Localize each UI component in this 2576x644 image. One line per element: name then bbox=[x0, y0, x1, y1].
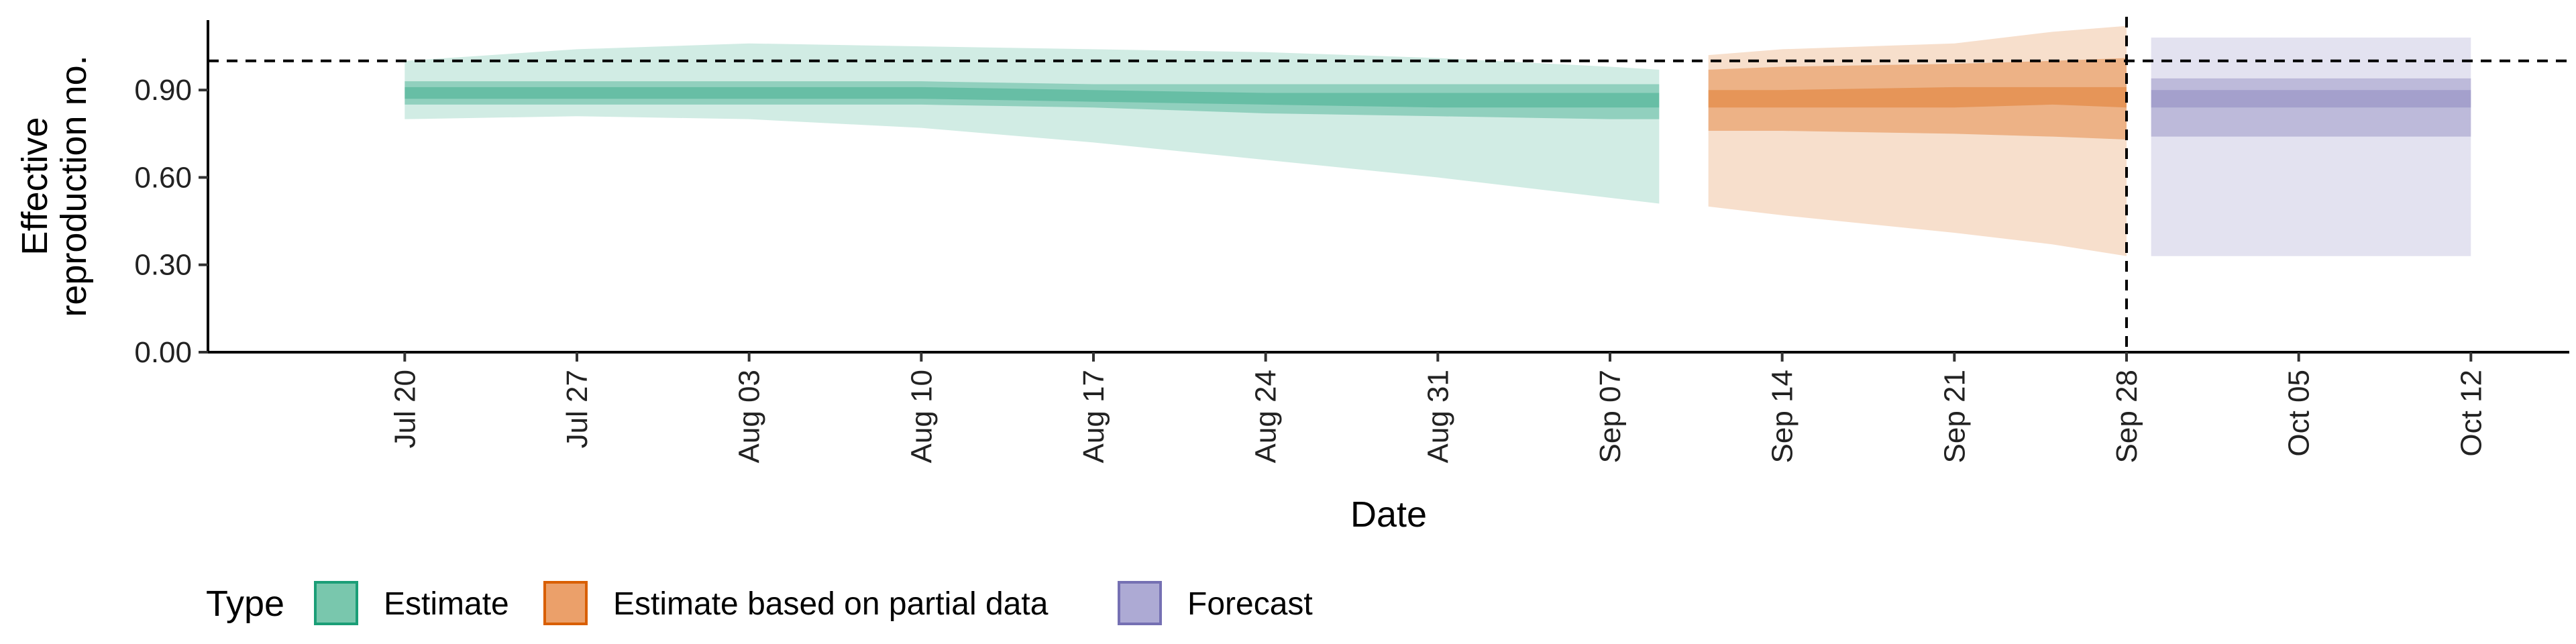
legend-label-1: Estimate bbox=[384, 586, 509, 622]
ribbon-3-ci50 bbox=[2151, 78, 2471, 137]
ribbon-3-ci90 bbox=[2151, 38, 2471, 256]
y-tick-label: 0.30 bbox=[134, 249, 192, 282]
y-tick-label: 0.00 bbox=[134, 336, 192, 369]
x-tick-label: Sep 14 bbox=[1766, 370, 1799, 463]
x-tick-label: Aug 03 bbox=[733, 370, 766, 463]
legend-key-3 bbox=[1118, 581, 1162, 625]
ribbon-1-ci50 bbox=[405, 81, 1660, 119]
x-tick-label: Sep 21 bbox=[1938, 370, 1971, 463]
legend-key-2 bbox=[543, 581, 588, 625]
x-axis-title: Date bbox=[1350, 494, 1427, 535]
legend-label-2: Estimate based on partial data bbox=[613, 586, 1049, 622]
ribbons bbox=[405, 25, 2471, 256]
axes: 0.00 0.30 0.60 0.90 Jul 20 Jul 27 Aug 03 Aug 1… bbox=[134, 20, 2569, 463]
y-tick-label: 0.60 bbox=[134, 161, 192, 194]
ribbon-2-ci90 bbox=[1708, 25, 2127, 256]
ribbon-1-ci90 bbox=[405, 43, 1660, 204]
legend-label-3: Forecast bbox=[1187, 586, 1313, 622]
ribbon-2-ci20 bbox=[1708, 87, 2127, 108]
ribbon-3-ci20 bbox=[2151, 90, 2471, 108]
legend-key-1 bbox=[314, 581, 358, 625]
x-tick-label: Aug 31 bbox=[1421, 370, 1454, 463]
x-tick-label: Jul 20 bbox=[388, 370, 421, 448]
x-tick-label: Oct 05 bbox=[2283, 370, 2316, 457]
x-tick-label: Sep 28 bbox=[2110, 370, 2143, 463]
y-tick-label: 0.90 bbox=[134, 74, 192, 107]
y-axis-title-line-2: reproduction no. bbox=[54, 55, 94, 317]
y-axis-title: Effective reproduction no. bbox=[15, 55, 94, 317]
ribbon-1-ci20 bbox=[405, 87, 1660, 108]
legend-title: Type bbox=[206, 584, 284, 624]
x-tick-label: Sep 07 bbox=[1594, 370, 1627, 463]
x-tick-label: Oct 12 bbox=[2455, 370, 2487, 457]
y-axis-title-line-1: Effective bbox=[15, 117, 55, 255]
x-tick-label: Aug 24 bbox=[1250, 370, 1283, 463]
x-tick-label: Aug 17 bbox=[1077, 370, 1110, 463]
y-ticks: 0.00 0.30 0.60 0.90 bbox=[134, 74, 208, 369]
x-ticks: Jul 20 Jul 27 Aug 03 Aug 10 Aug 17 Aug 24 Aug … bbox=[388, 352, 2487, 463]
x-tick-label: Jul 27 bbox=[561, 370, 594, 448]
ribbon-2-ci50 bbox=[1708, 58, 2127, 140]
x-tick-label: Aug 10 bbox=[905, 370, 938, 463]
legend: Type Estimate Estimate based on partial d… bbox=[206, 581, 1313, 625]
